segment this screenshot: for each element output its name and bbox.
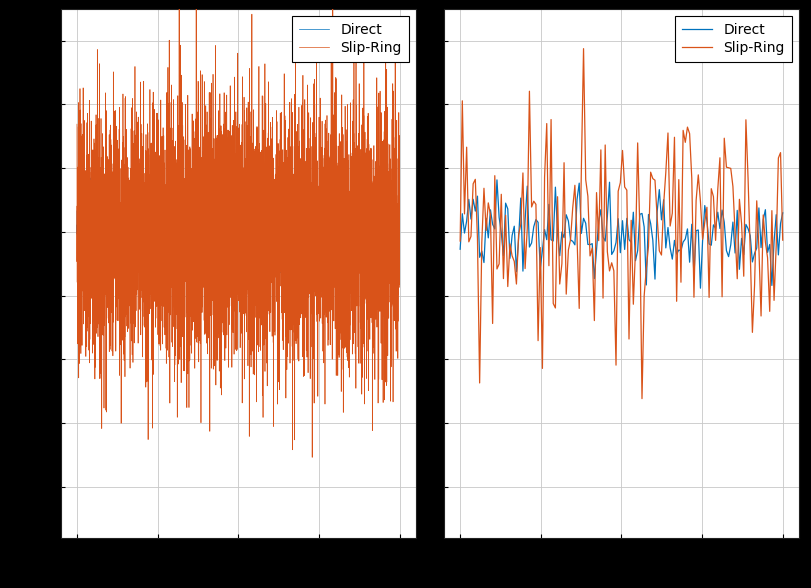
Slip-Ring: [265, 218, 275, 225]
Direct: [282, 213, 292, 220]
Slip-Ring: [561, 290, 571, 298]
Direct: [313, 257, 323, 264]
Direct: [89, 274, 99, 281]
Direct: [564, 218, 573, 225]
Direct: [778, 209, 787, 216]
Slip-Ring: [337, 265, 347, 272]
Slip-Ring: [195, 226, 205, 233]
Slip-Ring: [642, 265, 651, 272]
Legend: Direct, Slip-Ring: Direct, Slip-Ring: [292, 16, 409, 62]
Slip-Ring: [683, 123, 693, 131]
Direct: [586, 241, 595, 248]
Slip-Ring: [455, 238, 465, 245]
Direct: [72, 222, 82, 229]
Line: Direct: Direct: [460, 180, 783, 288]
Direct: [492, 176, 502, 183]
Slip-Ring: [72, 121, 82, 128]
Direct: [626, 239, 636, 246]
Direct: [337, 206, 347, 213]
Legend: Direct, Slip-Ring: Direct, Slip-Ring: [675, 16, 792, 62]
Slip-Ring: [586, 252, 595, 259]
Direct: [395, 240, 405, 248]
Slip-Ring: [282, 238, 292, 245]
Line: Direct: Direct: [77, 177, 400, 278]
Direct: [680, 236, 690, 243]
Direct: [266, 255, 276, 262]
Slip-Ring: [626, 217, 636, 224]
Slip-Ring: [726, 165, 736, 172]
Direct: [455, 246, 465, 253]
Direct: [639, 223, 649, 230]
Slip-Ring: [778, 236, 787, 243]
Line: Slip-Ring: Slip-Ring: [77, 0, 400, 457]
Direct: [696, 285, 706, 292]
Slip-Ring: [579, 45, 589, 52]
Direct: [195, 197, 205, 204]
Direct: [726, 241, 736, 248]
Slip-Ring: [395, 281, 405, 288]
Line: Slip-Ring: Slip-Ring: [460, 49, 783, 399]
Slip-Ring: [131, 323, 140, 330]
Slip-Ring: [637, 395, 647, 402]
Direct: [131, 198, 140, 205]
Slip-Ring: [313, 213, 323, 220]
Slip-Ring: [307, 454, 317, 461]
Direct: [259, 173, 268, 181]
